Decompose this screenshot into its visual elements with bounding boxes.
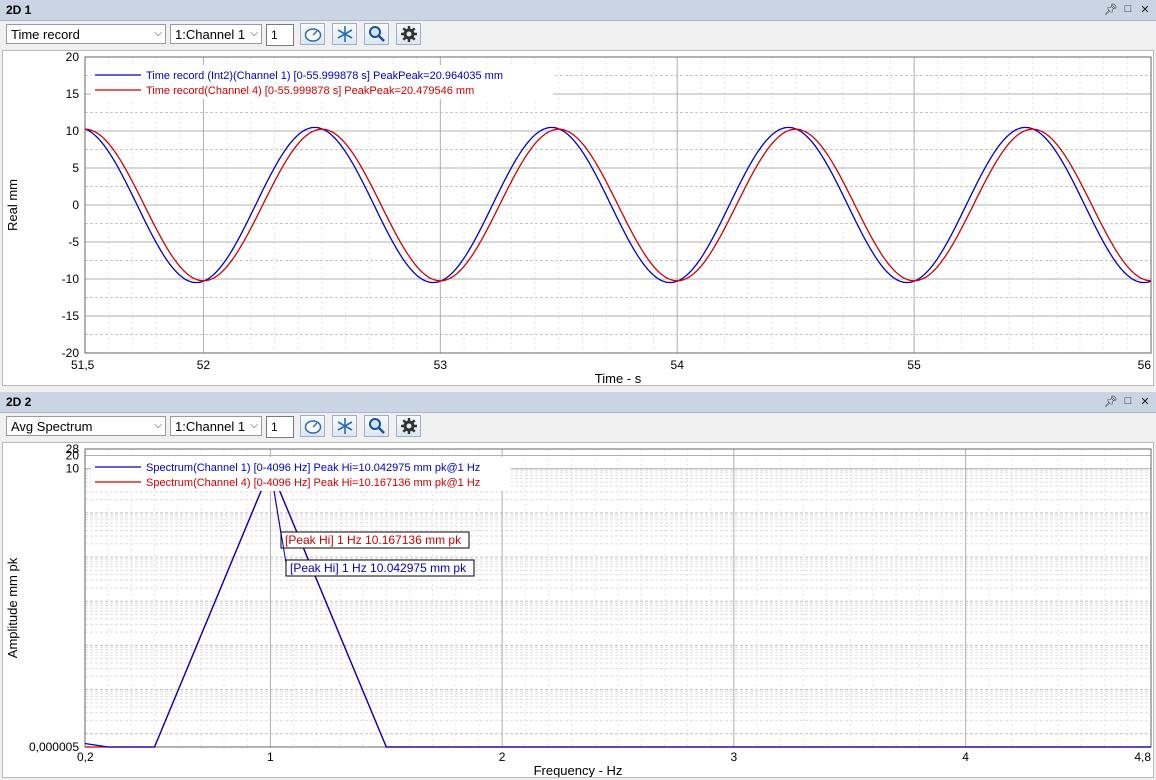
y-tick-label: -15 [62, 309, 80, 323]
settings-button[interactable] [396, 23, 421, 45]
pin-icon[interactable]: 📌︎ [1104, 395, 1118, 408]
x-tick-label: 1 [267, 750, 274, 764]
gear-icon [400, 26, 417, 42]
series-line-1 [84, 467, 1151, 748]
display-type-select[interactable]: Avg Spectrum ⌵ [6, 416, 166, 436]
legend-label: Time record(Channel 4) [0-55.999878 s] P… [146, 85, 474, 97]
x-tick-label: 3 [731, 750, 738, 764]
channel-select[interactable]: 1:Channel 1 ⌵ [170, 416, 262, 436]
x-axis-label: Frequency - Hz [534, 763, 623, 777]
y-tick-label: -10 [62, 272, 80, 286]
maximize-icon[interactable]: □ [1124, 395, 1132, 407]
legend-label: Time record (Int2)(Channel 1) [0-55.9998… [146, 70, 503, 82]
panel-2d-1: 2D 1 📌︎ □ ✕ Time record ⌵ 1:Channel 1 ⌵ … [0, 0, 1156, 386]
chart-time-record[interactable]: 20 15 10 5 0 -5 -10 -15 -20 51,5 52 53 54 55 56 Time - … [2, 50, 1154, 386]
trace-number-input[interactable]: 1 [266, 24, 294, 46]
plot-area [84, 448, 1152, 748]
panel-2d-2: 2D 2 📌︎ □ ✕ Avg Spectrum ⌵ 1:Channel 1 ⌵… [0, 392, 1156, 780]
y-tick-label: 28 [66, 443, 80, 456]
pin-icon[interactable]: 📌︎ [1104, 3, 1118, 16]
legend-label: Spectrum(Channel 1) [0-4096 Hz] Peak Hi=… [146, 462, 480, 474]
snowflake-icon [337, 418, 352, 434]
panel-title: 2D 2 [6, 395, 32, 409]
series-line-1 [84, 126, 1152, 284]
y-tick-label: 0 [72, 198, 79, 212]
x-tick-label: 0,2 [77, 750, 94, 764]
x-tick-label: 2 [499, 750, 506, 764]
y-tick-label: 15 [66, 87, 80, 101]
chevron-down-icon: ⌵ [250, 420, 258, 431]
y-tick-label: -5 [68, 235, 79, 249]
settings-button[interactable] [396, 415, 421, 437]
x-tick-label: 55 [907, 358, 921, 372]
y-tick-label: 10 [66, 462, 80, 476]
display-type-select[interactable]: Time record ⌵ [6, 24, 166, 44]
x-tick-label: 54 [671, 358, 685, 372]
x-tick-label: 53 [434, 358, 448, 372]
display-type-value: Avg Spectrum [11, 419, 93, 434]
freeze-button[interactable] [332, 23, 357, 45]
y-axis-label: Amplitude mm pk [5, 557, 20, 658]
trace-number-input[interactable]: 1 [266, 416, 294, 438]
annotation-label: [Peak Hi] 1 Hz 10.042975 mm pk [290, 561, 467, 575]
freeze-button[interactable] [332, 415, 357, 437]
gauge-button[interactable] [300, 415, 325, 437]
x-tick-label: 52 [197, 358, 211, 372]
snowflake-icon [337, 26, 352, 42]
panel-titlebar: 2D 1 📌︎ □ ✕ [0, 0, 1156, 21]
y-tick-label: 20 [66, 448, 80, 462]
x-tick-label: 4,8 [1134, 750, 1151, 764]
gauge-icon [304, 420, 321, 434]
y-tick-label: 20 [66, 51, 80, 64]
legend-box [91, 457, 511, 491]
channel-value: 1:Channel 1 [175, 419, 246, 434]
close-icon[interactable]: ✕ [1140, 3, 1150, 16]
maximize-icon[interactable]: □ [1124, 3, 1132, 15]
chevron-down-icon: ⌵ [250, 28, 258, 39]
plot-area [84, 56, 1152, 354]
chevron-down-icon: ⌵ [154, 420, 162, 431]
chart-spectrum[interactable]: [Peak Hi] 1 Hz 10.167136 mm pk [Peak Hi] … [2, 442, 1154, 778]
gauge-button[interactable] [300, 23, 325, 45]
magnifier-icon [368, 418, 385, 434]
y-axis-label: Real mm [5, 179, 20, 231]
y-tick-label: 5 [72, 161, 79, 175]
panel-titlebar: 2D 2 📌︎ □ ✕ [0, 392, 1156, 413]
annotation-box [285, 559, 475, 577]
y-tick-label: 0,000005 [29, 740, 79, 754]
x-tick-label: 51,5 [71, 358, 95, 372]
zoom-button[interactable] [364, 415, 389, 437]
series-line-2 [85, 128, 1151, 282]
toolbar: Time record ⌵ 1:Channel 1 ⌵ 1 [0, 21, 1156, 49]
gauge-icon [304, 28, 321, 42]
chevron-down-icon: ⌵ [154, 28, 162, 39]
annotation-box [280, 531, 470, 549]
channel-select[interactable]: 1:Channel 1 ⌵ [170, 24, 262, 44]
trace-number-value: 1 [271, 420, 278, 434]
annotation-label: [Peak Hi] 1 Hz 10.167136 mm pk [285, 533, 462, 547]
y-tick-label: -20 [62, 346, 80, 360]
display-type-value: Time record [11, 27, 80, 42]
toolbar: Avg Spectrum ⌵ 1:Channel 1 ⌵ 1 [0, 413, 1156, 441]
x-tick-label: 4 [962, 750, 969, 764]
y-tick-label: 10 [66, 124, 80, 138]
x-tick-label: 56 [1138, 358, 1152, 372]
trace-number-value: 1 [271, 28, 278, 42]
close-icon[interactable]: ✕ [1140, 395, 1150, 408]
legend-box [91, 65, 553, 99]
magnifier-icon [368, 26, 385, 42]
chart-spectrum-svg: [Peak Hi] 1 Hz 10.167136 mm pk [Peak Hi] … [5, 442, 1152, 778]
panel-title: 2D 1 [6, 3, 32, 17]
legend-label: Spectrum(Channel 4) [0-4096 Hz] Peak Hi=… [146, 477, 480, 489]
zoom-button[interactable] [364, 23, 389, 45]
channel-value: 1:Channel 1 [175, 27, 246, 42]
gear-icon [400, 418, 417, 434]
x-axis-label: Time - s [595, 371, 642, 385]
